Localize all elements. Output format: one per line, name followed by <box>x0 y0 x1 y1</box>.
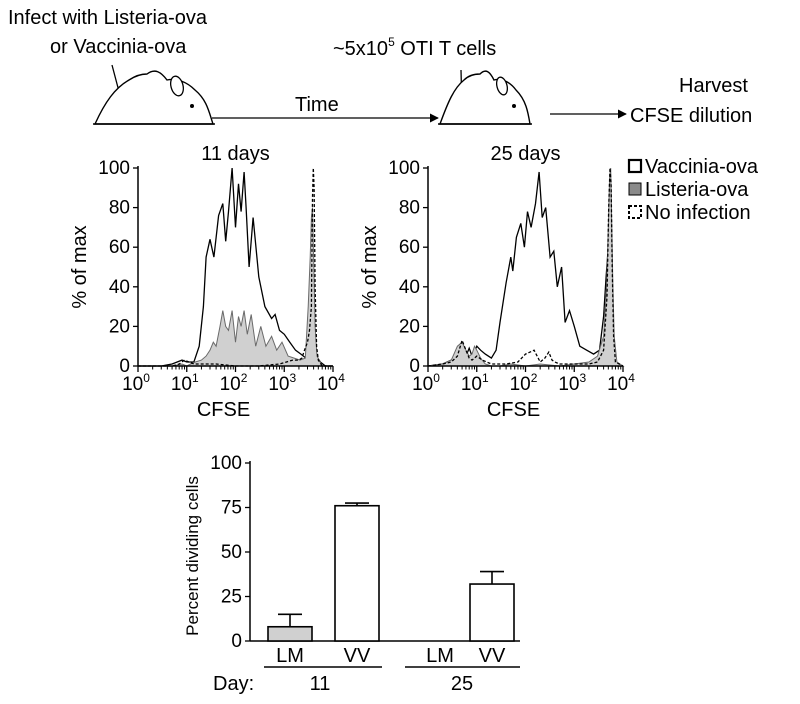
bar-y-tick-label: 25 <box>221 587 242 608</box>
y-tick-label: 0 <box>409 356 420 377</box>
x-axis-label: CFSE <box>197 399 250 421</box>
experiment-schematic: Infect with Listeria-ova or Vaccinia-ova… <box>8 7 752 127</box>
y-tick-label: 20 <box>399 316 420 337</box>
infect-label-line1: Infect with Listeria-ova <box>8 7 208 29</box>
x-tick-label: 101 <box>461 371 489 395</box>
bar-y-tick-label: 0 <box>231 631 242 652</box>
x-tick-label: 104 <box>607 371 635 395</box>
bar-category-label: LM <box>426 645 454 667</box>
series-vaccinia-ova-line <box>427 171 623 367</box>
bar-category-label: VV <box>479 645 506 667</box>
time-label: Time <box>295 94 339 116</box>
legend-swatch-vaccinia <box>627 158 643 174</box>
legend-item-no-infection: No infection <box>628 202 751 224</box>
series-listeria-ova-area <box>427 167 625 367</box>
y-tick-label: 60 <box>109 237 130 258</box>
x-tick-label: 102 <box>220 371 248 395</box>
x-tick-label: 103 <box>558 371 586 395</box>
x-tick-label: 101 <box>171 371 199 395</box>
series-vaccinia-ova-line <box>138 167 333 367</box>
legend-swatch-listeria <box>628 182 642 196</box>
legend-label-vaccinia: Vaccinia-ova <box>645 156 759 178</box>
x-tick-label: 103 <box>268 371 296 395</box>
bar-y-tick-label: 50 <box>221 542 242 563</box>
x-tick-label: 104 <box>317 371 345 395</box>
y-tick-label: 40 <box>109 277 130 298</box>
bar-y-tick-label: 75 <box>221 498 242 519</box>
legend-swatch-no-infection <box>628 205 642 219</box>
y-tick-label: 100 <box>388 158 420 179</box>
panel-title: 25 days <box>490 143 560 165</box>
series-no-infection-line <box>138 167 333 367</box>
bar-vv <box>334 504 380 642</box>
infect-label-line2: or Vaccinia-ova <box>50 36 187 58</box>
y-tick-label: 80 <box>109 198 130 219</box>
legend-label-listeria: Listeria-ova <box>645 179 749 201</box>
day-label: Day: <box>213 673 254 695</box>
y-tick-label: 100 <box>98 158 130 179</box>
bar-category-label: LM <box>276 645 304 667</box>
bar-category-label: VV <box>344 645 371 667</box>
panel-title: 11 days <box>201 143 270 165</box>
y-axis-label: % of max <box>69 225 91 308</box>
x-tick-label: 100 <box>122 371 150 395</box>
bar-y-tick-label: 100 <box>210 453 242 474</box>
y-tick-label: 40 <box>399 277 420 298</box>
x-tick-label: 102 <box>510 371 538 395</box>
group-label-25: 25 <box>451 673 473 695</box>
y-tick-label: 60 <box>399 237 420 258</box>
x-tick-label: 100 <box>412 371 440 395</box>
mouse-icon-1 <box>93 70 215 125</box>
y-tick-label: 80 <box>399 198 420 219</box>
bar-y-axis-label: Percent dividing cells <box>183 476 202 636</box>
legend-label-no-infection: No infection <box>645 202 751 224</box>
x-axis-label: CFSE <box>487 399 540 421</box>
harvest-label-line2: CFSE dilution <box>630 105 752 127</box>
group-label-11: 11 <box>310 673 331 695</box>
y-tick-label: 0 <box>119 356 130 377</box>
legend: Vaccinia-ova Listeria-ova No infection <box>627 156 759 224</box>
bar-vv <box>469 583 515 642</box>
legend-item-vaccinia: Vaccinia-ova <box>627 156 759 178</box>
series-no-infection-line <box>427 167 624 367</box>
histogram-panel-25-days: 25 days 0 20 40 60 80 100 100 101 102 103 104 CFSE % … <box>359 143 635 421</box>
histogram-panel-11-days: 11 days 0 20 40 60 80 100 100 101 102 103 104 CFSE % … <box>69 143 345 421</box>
transfer-label: ~5x105 OTI T cells <box>333 35 496 60</box>
bar-lm <box>267 625 313 642</box>
bar-chart-percent-dividing: 0 25 50 75 100 Percent dividing cells LM VV LM VV… <box>183 453 520 695</box>
harvest-label-line1: Harvest <box>679 75 748 97</box>
y-tick-label: 20 <box>109 316 130 337</box>
y-axis-label: % of max <box>359 225 381 308</box>
legend-item-listeria: Listeria-ova <box>628 179 749 201</box>
mouse-icon-2 <box>438 70 532 125</box>
series-listeria-ova-area <box>138 207 333 367</box>
